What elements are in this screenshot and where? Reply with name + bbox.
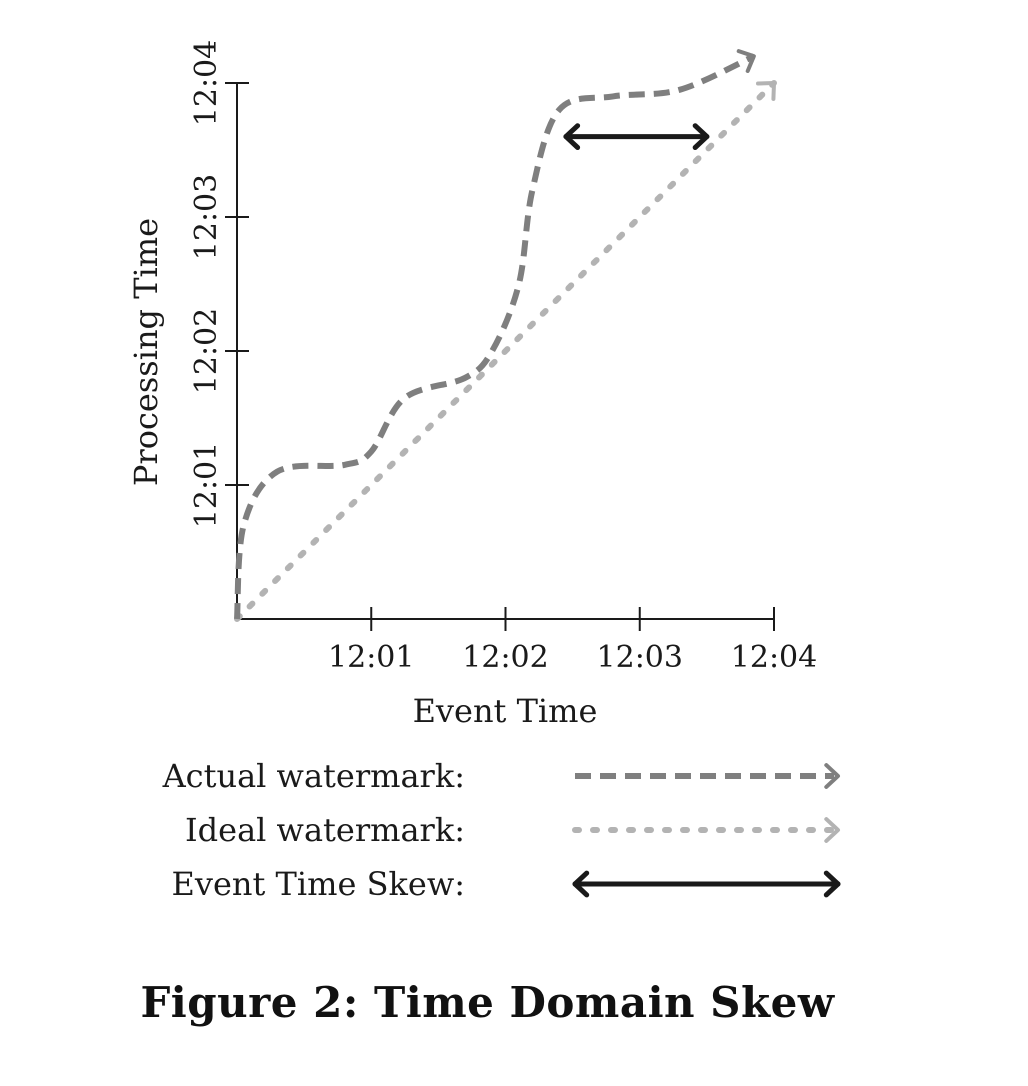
y-tick-label: 12:01: [189, 442, 224, 528]
legend-swatch-dashed-arrowhead: [824, 763, 840, 789]
legend-skew-head-left: [572, 870, 590, 898]
x-tick-label: 12:04: [731, 640, 817, 675]
y-axis-title: Processing Time: [127, 218, 165, 486]
series-actual-watermark: [234, 53, 756, 620]
series-ideal-watermark: [234, 80, 777, 622]
legend-label: Event Time Skew:: [172, 865, 465, 903]
x-axis-title: Event Time: [413, 692, 598, 730]
figure-caption: Figure 2: Time Domain Skew: [140, 978, 835, 1027]
x-tick-label: 12:01: [328, 640, 414, 675]
y-tick-label: 12:04: [189, 40, 224, 126]
chart: 12:01 12:02 12:03 12:04 12:01 12:02 12:03 12:04…: [127, 40, 841, 903]
skew-arrow-head-left: [563, 123, 581, 151]
legend-label: Ideal watermark:: [185, 811, 465, 849]
skew-arrow-head-right: [692, 123, 710, 151]
legend: Actual watermark: Ideal watermark: Event T…: [162, 757, 841, 903]
legend-skew-head-right: [823, 870, 841, 898]
legend-swatch-dotted-arrowhead: [824, 817, 840, 843]
series-actual-watermark-arrowhead: [736, 49, 756, 73]
y-tick-label: 12:03: [189, 174, 224, 260]
x-tick-label: 12:03: [597, 640, 683, 675]
x-tick-label: 12:02: [462, 640, 548, 675]
plot-area: 12:01 12:02 12:03 12:04 12:01 12:02 12:03 12:04…: [127, 40, 817, 730]
y-tick-label: 12:02: [189, 308, 224, 394]
legend-label: Actual watermark:: [162, 757, 465, 795]
series-ideal-watermark-arrowhead: [756, 81, 776, 101]
